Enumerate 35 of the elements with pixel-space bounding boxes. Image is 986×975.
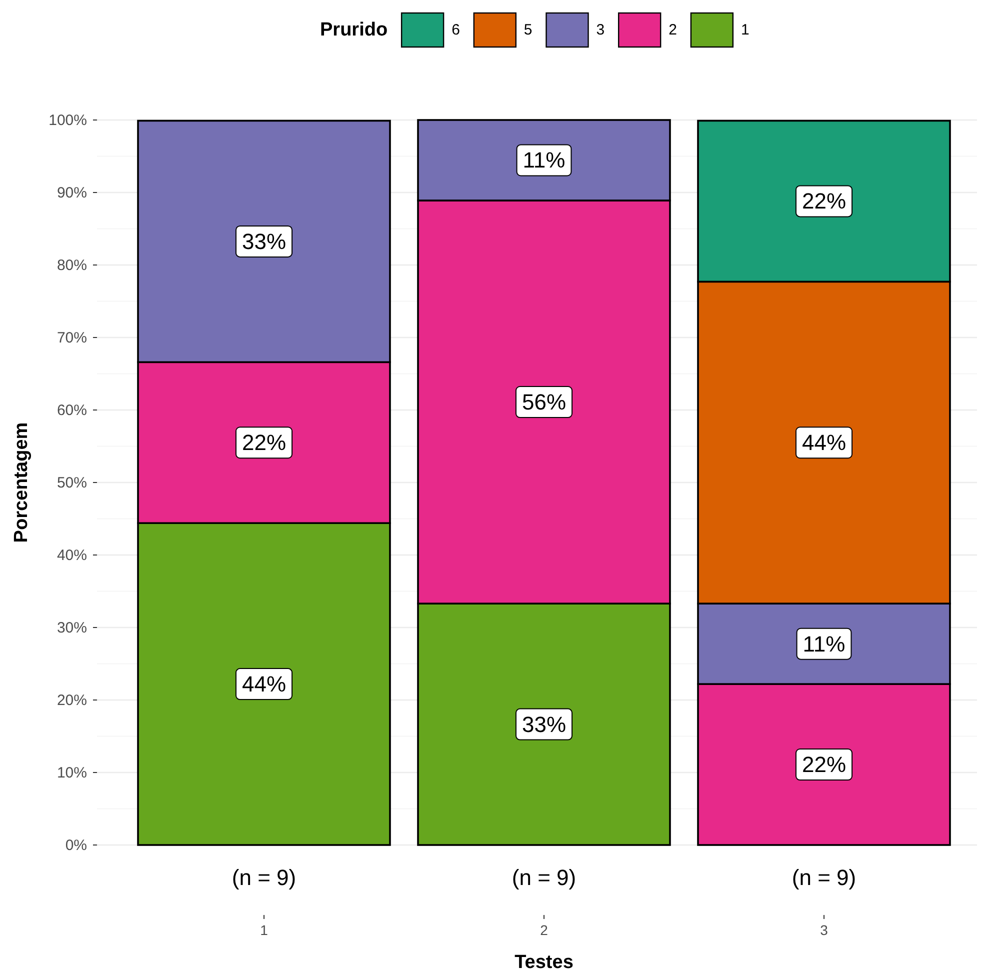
y-tick-label: 80% xyxy=(56,256,87,274)
y-tick-label: 90% xyxy=(56,184,87,202)
legend-label: 1 xyxy=(740,22,750,38)
y-tick-label: 40% xyxy=(56,546,87,564)
y-tick-label: 70% xyxy=(56,329,87,346)
legend-label: 2 xyxy=(668,22,677,38)
x-axis-title: Testes xyxy=(514,952,574,973)
x-tick-label: 3 xyxy=(820,922,828,938)
data-label: 33% xyxy=(242,228,286,254)
y-tick-label: 10% xyxy=(56,764,87,782)
y-tick-label: 100% xyxy=(48,112,87,129)
y-tick-label: 30% xyxy=(56,619,87,636)
data-label: 56% xyxy=(522,390,566,415)
text: (n = 9) xyxy=(512,865,576,890)
text: (n = 9) xyxy=(232,865,296,890)
legend-label: 3 xyxy=(596,22,605,38)
data-label: 22% xyxy=(802,752,846,778)
data-label: 22% xyxy=(802,188,846,214)
y-tick-label: 20% xyxy=(56,692,87,709)
y-tick-label: 0% xyxy=(65,836,87,854)
data-label: 22% xyxy=(242,430,286,456)
data-label: 33% xyxy=(522,712,566,737)
y-axis-title: Porcentagem xyxy=(11,422,32,543)
data-label: 11% xyxy=(802,631,846,656)
legend-label: 5 xyxy=(524,22,532,38)
text: (n = 9) xyxy=(792,865,856,890)
data-label: 44% xyxy=(242,672,286,697)
y-tick-label: 50% xyxy=(56,474,87,492)
legend-label: 6 xyxy=(452,22,460,38)
x-tick-label: 2 xyxy=(540,922,548,938)
x-tick-label: 1 xyxy=(260,922,268,938)
legend-title: Prurido xyxy=(320,20,388,40)
y-tick-label: 60% xyxy=(56,402,87,419)
data-label: 11% xyxy=(522,148,566,173)
data-label: 44% xyxy=(802,430,846,456)
